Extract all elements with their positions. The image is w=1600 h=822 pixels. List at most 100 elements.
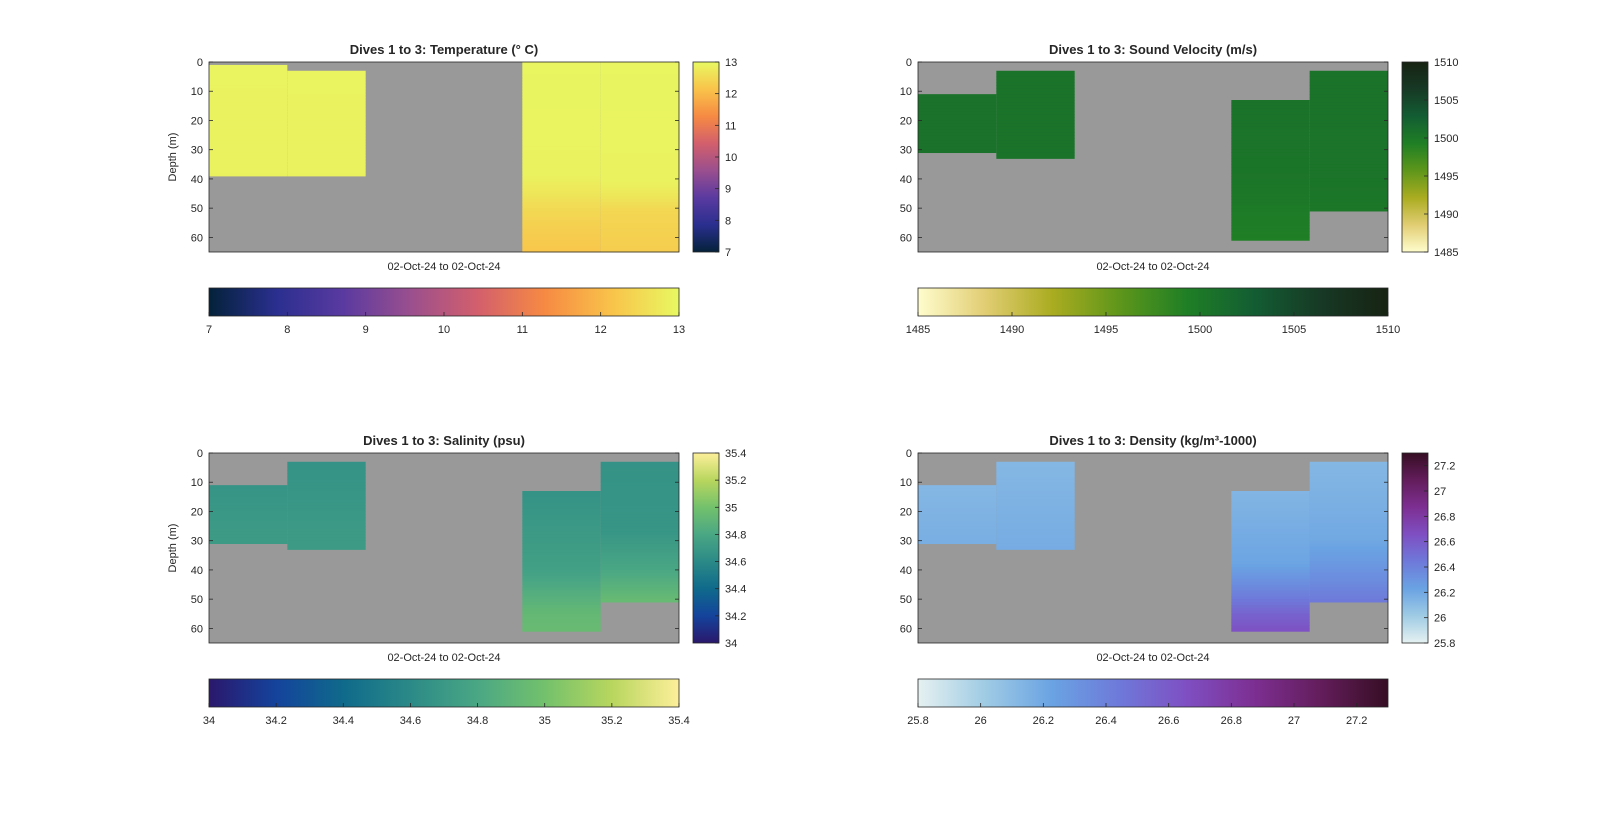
depth-bin	[600, 123, 679, 127]
depth-bin	[600, 111, 679, 116]
depth-bin	[522, 105, 601, 110]
panel-salinity: 0 10 20 30 40 50 60 Dives 1 to 3: Salinity (psu…	[167, 433, 746, 727]
depth-bin	[287, 496, 366, 501]
depth-bin	[1231, 123, 1310, 127]
depth-bin	[209, 502, 288, 507]
depth-bin	[1231, 523, 1310, 527]
cast-column-4	[600, 62, 679, 253]
colorbar-vertical: 25.8 26 26.2 26.4 26.6 26.8 27 27.2	[1401, 452, 1455, 650]
depth-bin	[522, 149, 601, 154]
depth-bin	[1309, 155, 1388, 159]
depth-bin	[209, 499, 288, 504]
depth-bin	[209, 67, 288, 72]
depth-bin	[287, 511, 366, 515]
depth-bin	[1231, 602, 1310, 606]
depth-bin	[1309, 152, 1388, 156]
depth-bin	[522, 178, 601, 183]
depth-bin	[522, 176, 601, 180]
depth-bin	[600, 211, 679, 215]
colorbar-tick-label: 1510	[1376, 324, 1400, 336]
depth-bin	[1231, 205, 1310, 209]
colorbar-tick-label: 1500	[1434, 133, 1458, 145]
depth-bin	[600, 164, 679, 168]
depth-bin	[1309, 129, 1388, 133]
depth-bin	[1231, 117, 1310, 121]
depth-bin	[1309, 187, 1388, 192]
depth-bin	[600, 567, 679, 571]
chart-title: Dives 1 to 3: Sound Velocity (m/s)	[1049, 42, 1257, 57]
depth-bin	[522, 181, 601, 186]
depth-bin	[287, 479, 366, 483]
depth-bin	[522, 622, 601, 626]
y-tick-label: 0	[197, 448, 203, 460]
y-tick-label: 40	[900, 174, 912, 186]
depth-bin	[600, 581, 679, 585]
depth-bin	[1309, 496, 1388, 501]
colorbar-tick-label: 10	[438, 324, 450, 336]
depth-bin	[522, 73, 601, 78]
depth-bin	[287, 73, 366, 78]
depth-bin	[1309, 564, 1388, 568]
depth-bin	[287, 97, 366, 101]
depth-bin	[996, 94, 1075, 98]
depth-bin	[522, 208, 601, 212]
depth-bin	[600, 184, 679, 189]
depth-bin	[918, 493, 997, 498]
depth-bin	[600, 228, 679, 232]
depth-bin	[287, 120, 366, 124]
depth-bin	[287, 114, 366, 118]
colorbar-tick-label: 34.8	[467, 715, 488, 727]
cast-column-3	[1231, 491, 1310, 632]
depth-bin	[1309, 167, 1388, 171]
depth-bin	[1309, 552, 1388, 556]
depth-bin	[522, 129, 601, 133]
depth-bin	[1309, 572, 1388, 577]
colorbar-tick-label: 10	[725, 152, 737, 164]
colorbar-tick-label: 26.4	[1095, 715, 1116, 727]
depth-bin	[996, 126, 1075, 130]
depth-bin	[1309, 126, 1388, 130]
depth-bin	[1309, 479, 1388, 483]
y-tick-label: 0	[906, 57, 912, 69]
colorbar-horizontal: 25.8 26 26.2 26.4 26.6 26.8 27 27.2	[907, 678, 1389, 727]
depth-bin	[522, 249, 601, 253]
depth-bin	[522, 216, 601, 221]
depth-bin	[918, 496, 997, 501]
depth-bin	[996, 537, 1075, 542]
depth-bin	[209, 94, 288, 98]
depth-bin	[600, 540, 679, 545]
colorbar-gradient	[692, 452, 720, 644]
depth-bin	[1309, 176, 1388, 180]
depth-bin	[522, 584, 601, 588]
depth-bin	[1231, 572, 1310, 577]
depth-bin	[1309, 100, 1388, 104]
depth-bin	[1309, 208, 1388, 212]
depth-bin	[600, 505, 679, 509]
depth-bin	[209, 146, 288, 151]
depth-bin	[1309, 491, 1388, 495]
depth-bin	[600, 114, 679, 118]
depth-bin	[996, 531, 1075, 536]
depth-bin	[1309, 70, 1388, 75]
depth-bin	[209, 135, 288, 139]
y-tick-label: 0	[906, 448, 912, 460]
depth-bin	[287, 79, 366, 83]
depth-bin	[1231, 231, 1310, 235]
depth-bin	[522, 543, 601, 547]
y-tick-label: 30	[191, 145, 203, 157]
depth-bin	[522, 599, 601, 603]
depth-bin	[600, 105, 679, 110]
y-axis-label: Depth (m)	[167, 524, 179, 573]
colorbar-tick-label: 35	[539, 715, 551, 727]
depth-bin	[1309, 202, 1388, 206]
y-tick-label: 10	[900, 86, 912, 98]
colorbar-tick-label: 8	[284, 324, 290, 336]
depth-bin	[1231, 520, 1310, 524]
depth-bin	[1309, 508, 1388, 512]
depth-bin	[287, 88, 366, 92]
depth-bin	[1309, 584, 1388, 588]
depth-bin	[1309, 85, 1388, 89]
colorbar-tick-label: 1495	[1094, 324, 1118, 336]
y-tick-label: 10	[900, 477, 912, 489]
depth-bin	[522, 79, 601, 83]
